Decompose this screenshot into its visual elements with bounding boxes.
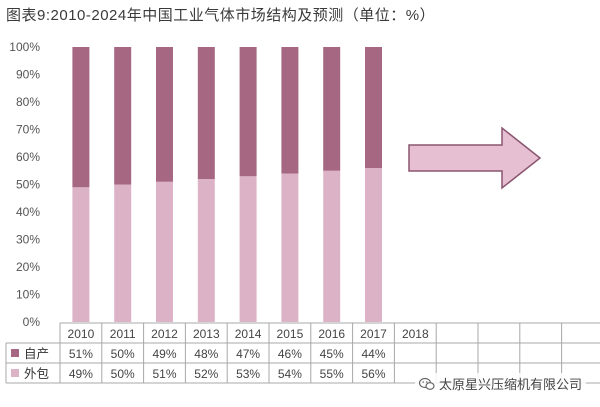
y-tick-label: 100% bbox=[9, 40, 40, 54]
bar-segment-self-produced bbox=[114, 47, 132, 185]
bar-segment-outsourced bbox=[281, 173, 299, 322]
bar-segment-self-produced bbox=[197, 47, 215, 179]
table-cell-value: 49% bbox=[152, 347, 176, 361]
x-category-label: 2015 bbox=[277, 327, 304, 341]
forecast-arrow bbox=[408, 126, 542, 190]
bar-segment-self-produced bbox=[281, 47, 299, 174]
bar-segment-self-produced bbox=[239, 47, 257, 177]
bar-segment-self-produced bbox=[323, 47, 341, 171]
legend-swatch-self-produced bbox=[11, 349, 19, 357]
y-tick-label: 0% bbox=[23, 315, 41, 329]
x-category-label: 2014 bbox=[235, 327, 262, 341]
table-row-label: 外包 bbox=[24, 367, 49, 381]
table-cell-value: 50% bbox=[111, 347, 135, 361]
bar-segment-outsourced bbox=[72, 187, 90, 322]
table-cell-value: 52% bbox=[194, 367, 218, 381]
bar-segment-self-produced bbox=[156, 47, 173, 182]
watermark-text: 太原星兴压缩机有限公司 bbox=[438, 377, 582, 392]
bar-segment-outsourced bbox=[239, 176, 257, 322]
table-cell-value: 44% bbox=[361, 347, 385, 361]
x-category-label: 2011 bbox=[110, 327, 136, 341]
table-cell-value: 45% bbox=[320, 347, 344, 361]
wechat-icon bbox=[418, 377, 435, 390]
table-cell-value: 56% bbox=[361, 367, 385, 381]
table-cell-value: 49% bbox=[69, 367, 93, 381]
table-cell-value: 51% bbox=[152, 367, 176, 381]
bar-segment-outsourced bbox=[114, 184, 132, 322]
table-cell-value: 55% bbox=[320, 367, 344, 381]
watermark: 太原星兴压缩机有限公司 bbox=[414, 373, 586, 394]
table-cell-value: 53% bbox=[236, 367, 260, 381]
x-category-label: 2016 bbox=[318, 327, 345, 341]
table-cell-value: 54% bbox=[278, 367, 302, 381]
bar-segment-outsourced bbox=[365, 168, 382, 322]
y-tick-label: 20% bbox=[16, 260, 40, 274]
bar-segment-outsourced bbox=[323, 170, 341, 322]
y-tick-label: 90% bbox=[16, 68, 40, 82]
bar-segment-self-produced bbox=[365, 47, 382, 168]
y-tick-label: 40% bbox=[16, 205, 40, 219]
y-tick-label: 10% bbox=[16, 288, 40, 302]
table-cell-value: 46% bbox=[278, 347, 302, 361]
y-tick-label: 70% bbox=[16, 123, 40, 137]
legend-swatch-outsourced bbox=[11, 369, 19, 377]
table-row-label: 自产 bbox=[24, 347, 49, 361]
x-category-label: 2010 bbox=[68, 327, 95, 341]
table-cell-value: 48% bbox=[194, 347, 218, 361]
bar-segment-outsourced bbox=[197, 179, 215, 322]
bar-segment-self-produced bbox=[72, 47, 90, 188]
x-category-label: 2017 bbox=[360, 327, 387, 341]
y-tick-label: 30% bbox=[16, 233, 40, 247]
y-tick-label: 50% bbox=[16, 178, 40, 192]
x-category-label: 2012 bbox=[151, 327, 178, 341]
y-tick-label: 60% bbox=[16, 150, 40, 164]
x-category-label: 2018 bbox=[402, 327, 429, 341]
table-cell-value: 47% bbox=[236, 347, 260, 361]
table-cell-value: 51% bbox=[69, 347, 93, 361]
chart-title: 图表9:2010-2024年中国工业气体市场结构及预测（单位：%） bbox=[6, 7, 436, 24]
table-cell-value: 50% bbox=[111, 367, 135, 381]
x-category-label: 2013 bbox=[193, 327, 220, 341]
bar-segment-outsourced bbox=[156, 181, 173, 322]
y-tick-label: 80% bbox=[16, 95, 40, 109]
